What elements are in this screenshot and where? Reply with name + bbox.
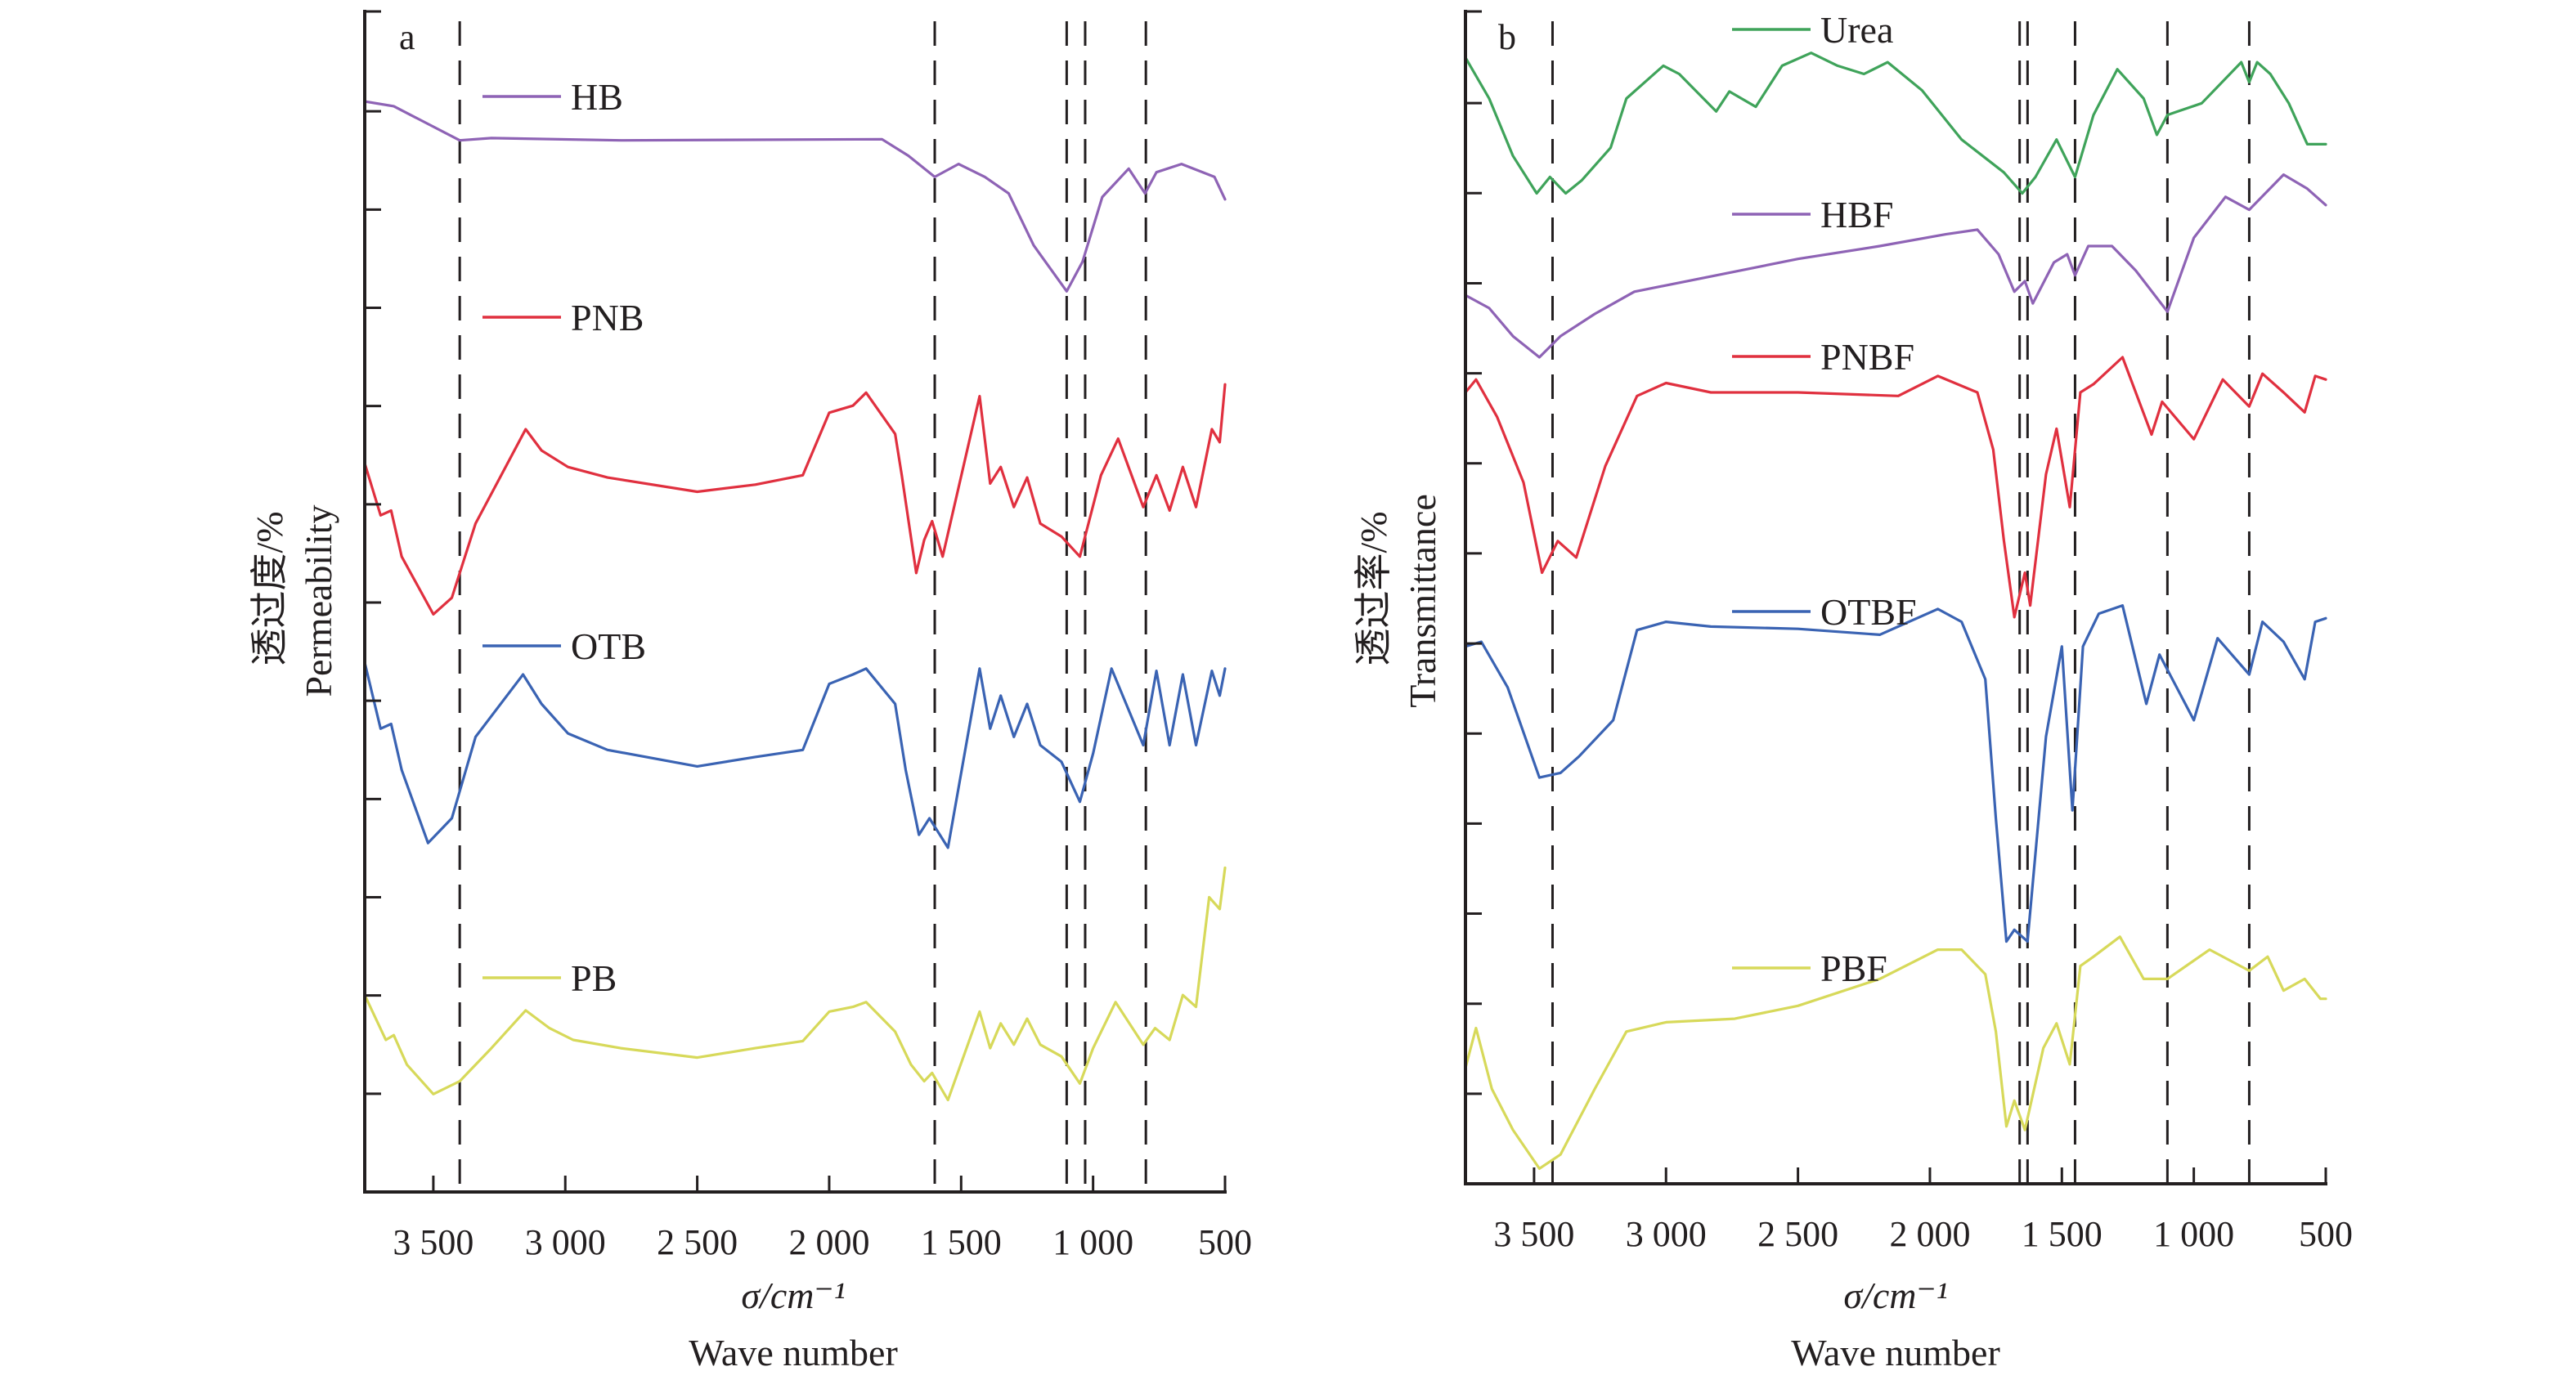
legend-b: Urea HBF PNBF OTBF PBF <box>1732 9 1917 989</box>
series-line-urea <box>1464 52 2327 195</box>
legend-a: HB PNB OTB PB <box>482 76 646 999</box>
y-axis-subtitle-a: Permeability <box>298 504 339 697</box>
series-line-otbf <box>1464 604 2327 943</box>
x-tick-label-500: 500 <box>1198 1222 1252 1262</box>
x-tick-label-2500: 2 500 <box>1757 1214 1838 1254</box>
y-axis-title-b: 透过率/% <box>1353 511 1394 665</box>
series-line-hbf <box>1464 173 2327 359</box>
legend-label-hbf: HBF <box>1820 194 1893 235</box>
series-line-hb <box>363 100 1227 293</box>
y-axis-title-a: 透过度/% <box>249 511 290 665</box>
x-tick-label-1000: 1 000 <box>1052 1222 1133 1262</box>
x-tick-label-3500: 3 500 <box>1493 1214 1574 1254</box>
series-group-b <box>1464 52 2327 1170</box>
x-tick-label-2000: 2 000 <box>1889 1214 1970 1254</box>
reference-lines-a <box>458 21 1147 1192</box>
panel-letter-a: a <box>399 17 415 57</box>
panel-letter-b: b <box>1498 17 1516 57</box>
x-tick-label-1000: 1 000 <box>2153 1214 2234 1254</box>
series-group-a <box>363 100 1227 1102</box>
legend-label-hb: HB <box>571 76 623 118</box>
legend-label-pnb: PNB <box>571 297 644 338</box>
x-tick-label-2500: 2 500 <box>657 1222 738 1262</box>
x-tick-label-2000: 2 000 <box>788 1222 869 1262</box>
legend-label-pb: PB <box>571 957 617 999</box>
legend-label-pnbf: PNBF <box>1820 336 1914 378</box>
series-line-pb <box>363 866 1227 1102</box>
x-tick-label-3000: 3 000 <box>1626 1214 1707 1254</box>
x-tick-label-500: 500 <box>2299 1214 2353 1254</box>
series-line-pbf <box>1464 935 2327 1170</box>
y-axis-subtitle-b: Transmittance <box>1402 494 1443 708</box>
x-axis-title-a: σ/cm⁻¹ <box>741 1275 845 1316</box>
series-line-pnbf <box>1464 356 2327 619</box>
x-tick-label-3000: 3 000 <box>525 1222 606 1262</box>
panel-a: HB PNB OTB PB 3 500 3 000 2 500 2 000 1 500 1 00… <box>249 10 1252 1373</box>
x-tick-label-1500: 1 500 <box>921 1222 1002 1262</box>
legend-label-pbf: PBF <box>1820 948 1887 989</box>
x-axis-subtitle-a: Wave number <box>689 1332 898 1373</box>
x-tick-label-1500: 1 500 <box>2022 1214 2103 1254</box>
legend-label-otb: OTB <box>571 625 646 667</box>
series-line-pnb <box>363 383 1227 616</box>
x-axis-subtitle-b: Wave number <box>1791 1332 2000 1373</box>
panel-b: Urea HBF PNBF OTBF PBF 3 500 3 000 2 500 2 000 1… <box>1353 9 2353 1373</box>
axes-b: 3 500 3 000 2 500 2 000 1 500 1 000 500 <box>1464 10 2353 1254</box>
series-line-otb <box>363 661 1227 849</box>
axes-a: 3 500 3 000 2 500 2 000 1 500 1 000 500 <box>363 10 1252 1262</box>
legend-label-urea: Urea <box>1820 9 1893 51</box>
legend-label-otbf: OTBF <box>1820 591 1917 633</box>
x-axis-title-b: σ/cm⁻¹ <box>1843 1275 1947 1316</box>
x-tick-label-3500: 3 500 <box>393 1222 473 1262</box>
